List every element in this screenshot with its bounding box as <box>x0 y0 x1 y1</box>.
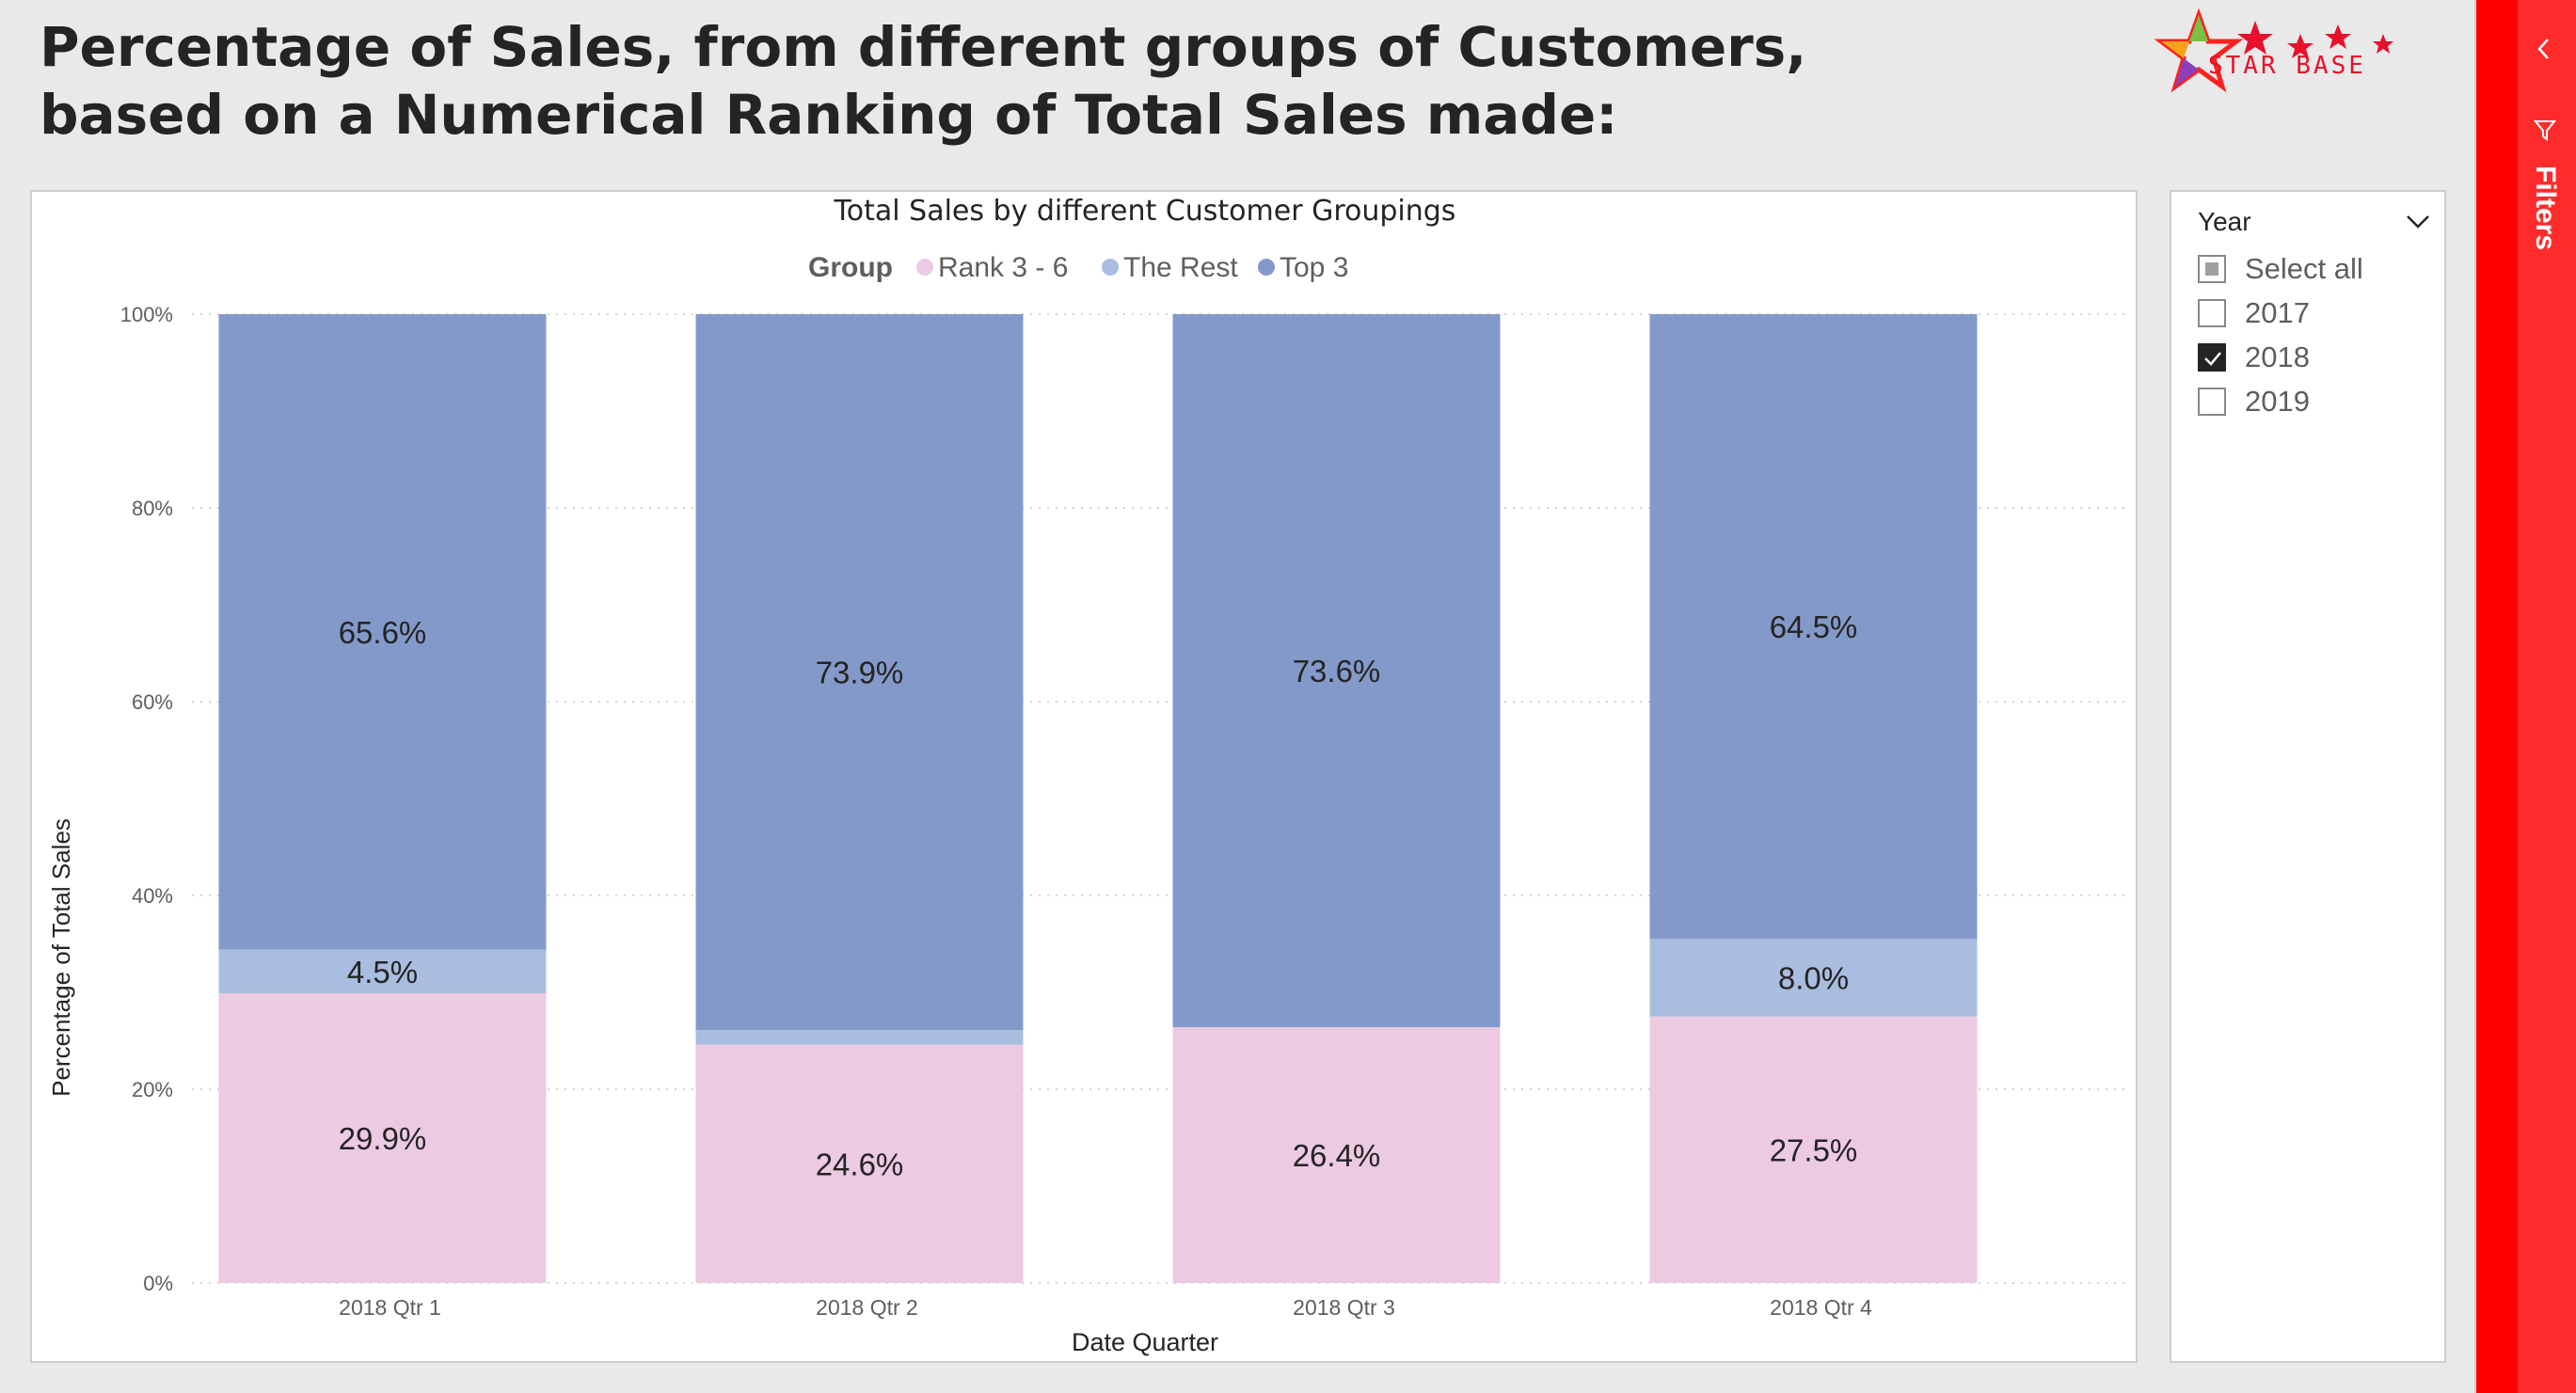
checkbox[interactable] <box>2198 387 2226 416</box>
y-axis-ticks: 0% 20% 40% 60% 80% 100% <box>120 303 173 1295</box>
bars: 29.9% 4.5% 65.6% 24.6% 73.9% 26.4% 73.6% 27.5% 8… <box>218 314 1978 1283</box>
bar-data-label: 4.5% <box>347 955 418 989</box>
slicer-item-2017[interactable]: 2017 <box>2198 291 2363 335</box>
chevron-left-icon[interactable] <box>2535 36 2553 62</box>
bar-segment[interactable] <box>218 993 547 1283</box>
y-axis-title: Percentage of Total Sales <box>47 818 75 1097</box>
slicer-header[interactable]: Year <box>2198 203 2431 241</box>
report-title-line-2: based on a Numerical Ranking of Total Sa… <box>40 83 1618 147</box>
bar-data-label: 29.9% <box>339 1121 427 1156</box>
slicer-items: Select all 2017 2018 2019 <box>2198 246 2363 423</box>
x-tick-label: 2018 Qtr 2 <box>816 1295 918 1320</box>
bar-segment[interactable] <box>1172 314 1501 1028</box>
legend-marker <box>916 259 933 276</box>
filter-icon <box>2533 120 2557 141</box>
checkbox[interactable] <box>2198 342 2226 372</box>
slicer-item-2018[interactable]: 2018 <box>2198 335 2363 379</box>
x-axis-title: Date Quarter <box>1072 1328 1218 1356</box>
y-tick-label: 0% <box>143 1272 173 1295</box>
bar-data-label: 64.5% <box>1770 609 1858 644</box>
chart-canvas: Total Sales by different Customer Groupi… <box>47 195 2130 1356</box>
legend-entry[interactable]: Top 3 <box>1280 252 1348 283</box>
bar-segment[interactable] <box>695 1044 1024 1283</box>
legend-marker <box>1258 259 1275 276</box>
y-tick-label: 60% <box>132 690 173 714</box>
stacked-bar-chart-visual[interactable]: Total Sales by different Customer Groupi… <box>30 190 2138 1363</box>
bar-segment[interactable] <box>218 949 547 994</box>
x-tick-label: 2018 Qtr 4 <box>1770 1295 1872 1320</box>
chart-legend: Group Rank 3 - 6 The Rest Top 3 <box>808 252 1348 283</box>
year-slicer[interactable]: Year Select all 2017 2018 2019 <box>2170 190 2446 1363</box>
slicer-item-label: Select all <box>2245 251 2363 285</box>
bar-segment[interactable] <box>1172 1027 1501 1283</box>
legend-title: Group <box>808 252 893 283</box>
legend-entry[interactable]: The Rest <box>1123 252 1238 283</box>
bar-data-label: 8.0% <box>1778 961 1849 996</box>
slicer-item-select-all[interactable]: Select all <box>2198 246 2363 291</box>
checkbox[interactable] <box>2198 254 2226 283</box>
legend-entry[interactable]: Rank 3 - 6 <box>938 252 1068 283</box>
star-base-logo: STAR BASE <box>2150 8 2413 102</box>
slicer-item-label: 2019 <box>2245 384 2310 418</box>
bar-segment[interactable] <box>1649 314 1978 940</box>
bar-segment[interactable] <box>1649 939 1978 1017</box>
svg-text:STAR BASE: STAR BASE <box>2208 52 2366 80</box>
slicer-item-2019[interactable]: 2019 <box>2198 379 2363 423</box>
bar-data-label: 24.6% <box>816 1147 904 1181</box>
x-axis-ticks: 2018 Qtr 1 2018 Qtr 2 2018 Qtr 3 2018 Qtr 4 <box>339 1295 1872 1320</box>
bar-segment[interactable] <box>1649 1016 1978 1283</box>
x-tick-label: 2018 Qtr 1 <box>339 1295 441 1320</box>
checkbox[interactable] <box>2198 298 2226 327</box>
report-title-line-1: Percentage of Sales, from different grou… <box>40 15 1807 79</box>
bar-data-label: 27.5% <box>1770 1132 1858 1167</box>
slicer-item-label: 2018 <box>2245 340 2310 373</box>
bar-data-label: 73.9% <box>816 656 904 690</box>
bar-segment[interactable] <box>218 314 547 950</box>
filters-pane-strip[interactable] <box>2518 0 2576 1393</box>
y-tick-label: 100% <box>120 303 173 326</box>
bar-data-label: 73.6% <box>1293 654 1381 689</box>
filters-pane-collapsed[interactable]: Filters <box>2476 0 2576 1393</box>
x-tick-label: 2018 Qtr 3 <box>1293 1295 1395 1320</box>
bar-segment[interactable] <box>695 314 1024 1031</box>
checkmark-icon <box>2204 351 2221 366</box>
y-tick-label: 40% <box>132 884 173 908</box>
y-tick-label: 80% <box>132 497 173 520</box>
bar-data-label: 26.4% <box>1293 1138 1381 1173</box>
bar-data-label: 65.6% <box>339 615 427 650</box>
slicer-title: Year <box>2198 207 2251 236</box>
slicer-item-label: 2017 <box>2245 295 2310 329</box>
report-title: Percentage of Sales, from different grou… <box>40 13 1884 149</box>
chart-title: Total Sales by different Customer Groupi… <box>834 195 1456 228</box>
chevron-down-icon[interactable] <box>2405 211 2431 233</box>
y-tick-label: 20% <box>132 1078 173 1101</box>
bar-segment[interactable] <box>695 1030 1024 1045</box>
filters-label[interactable]: Filters <box>2530 166 2561 251</box>
legend-marker <box>1102 259 1119 276</box>
